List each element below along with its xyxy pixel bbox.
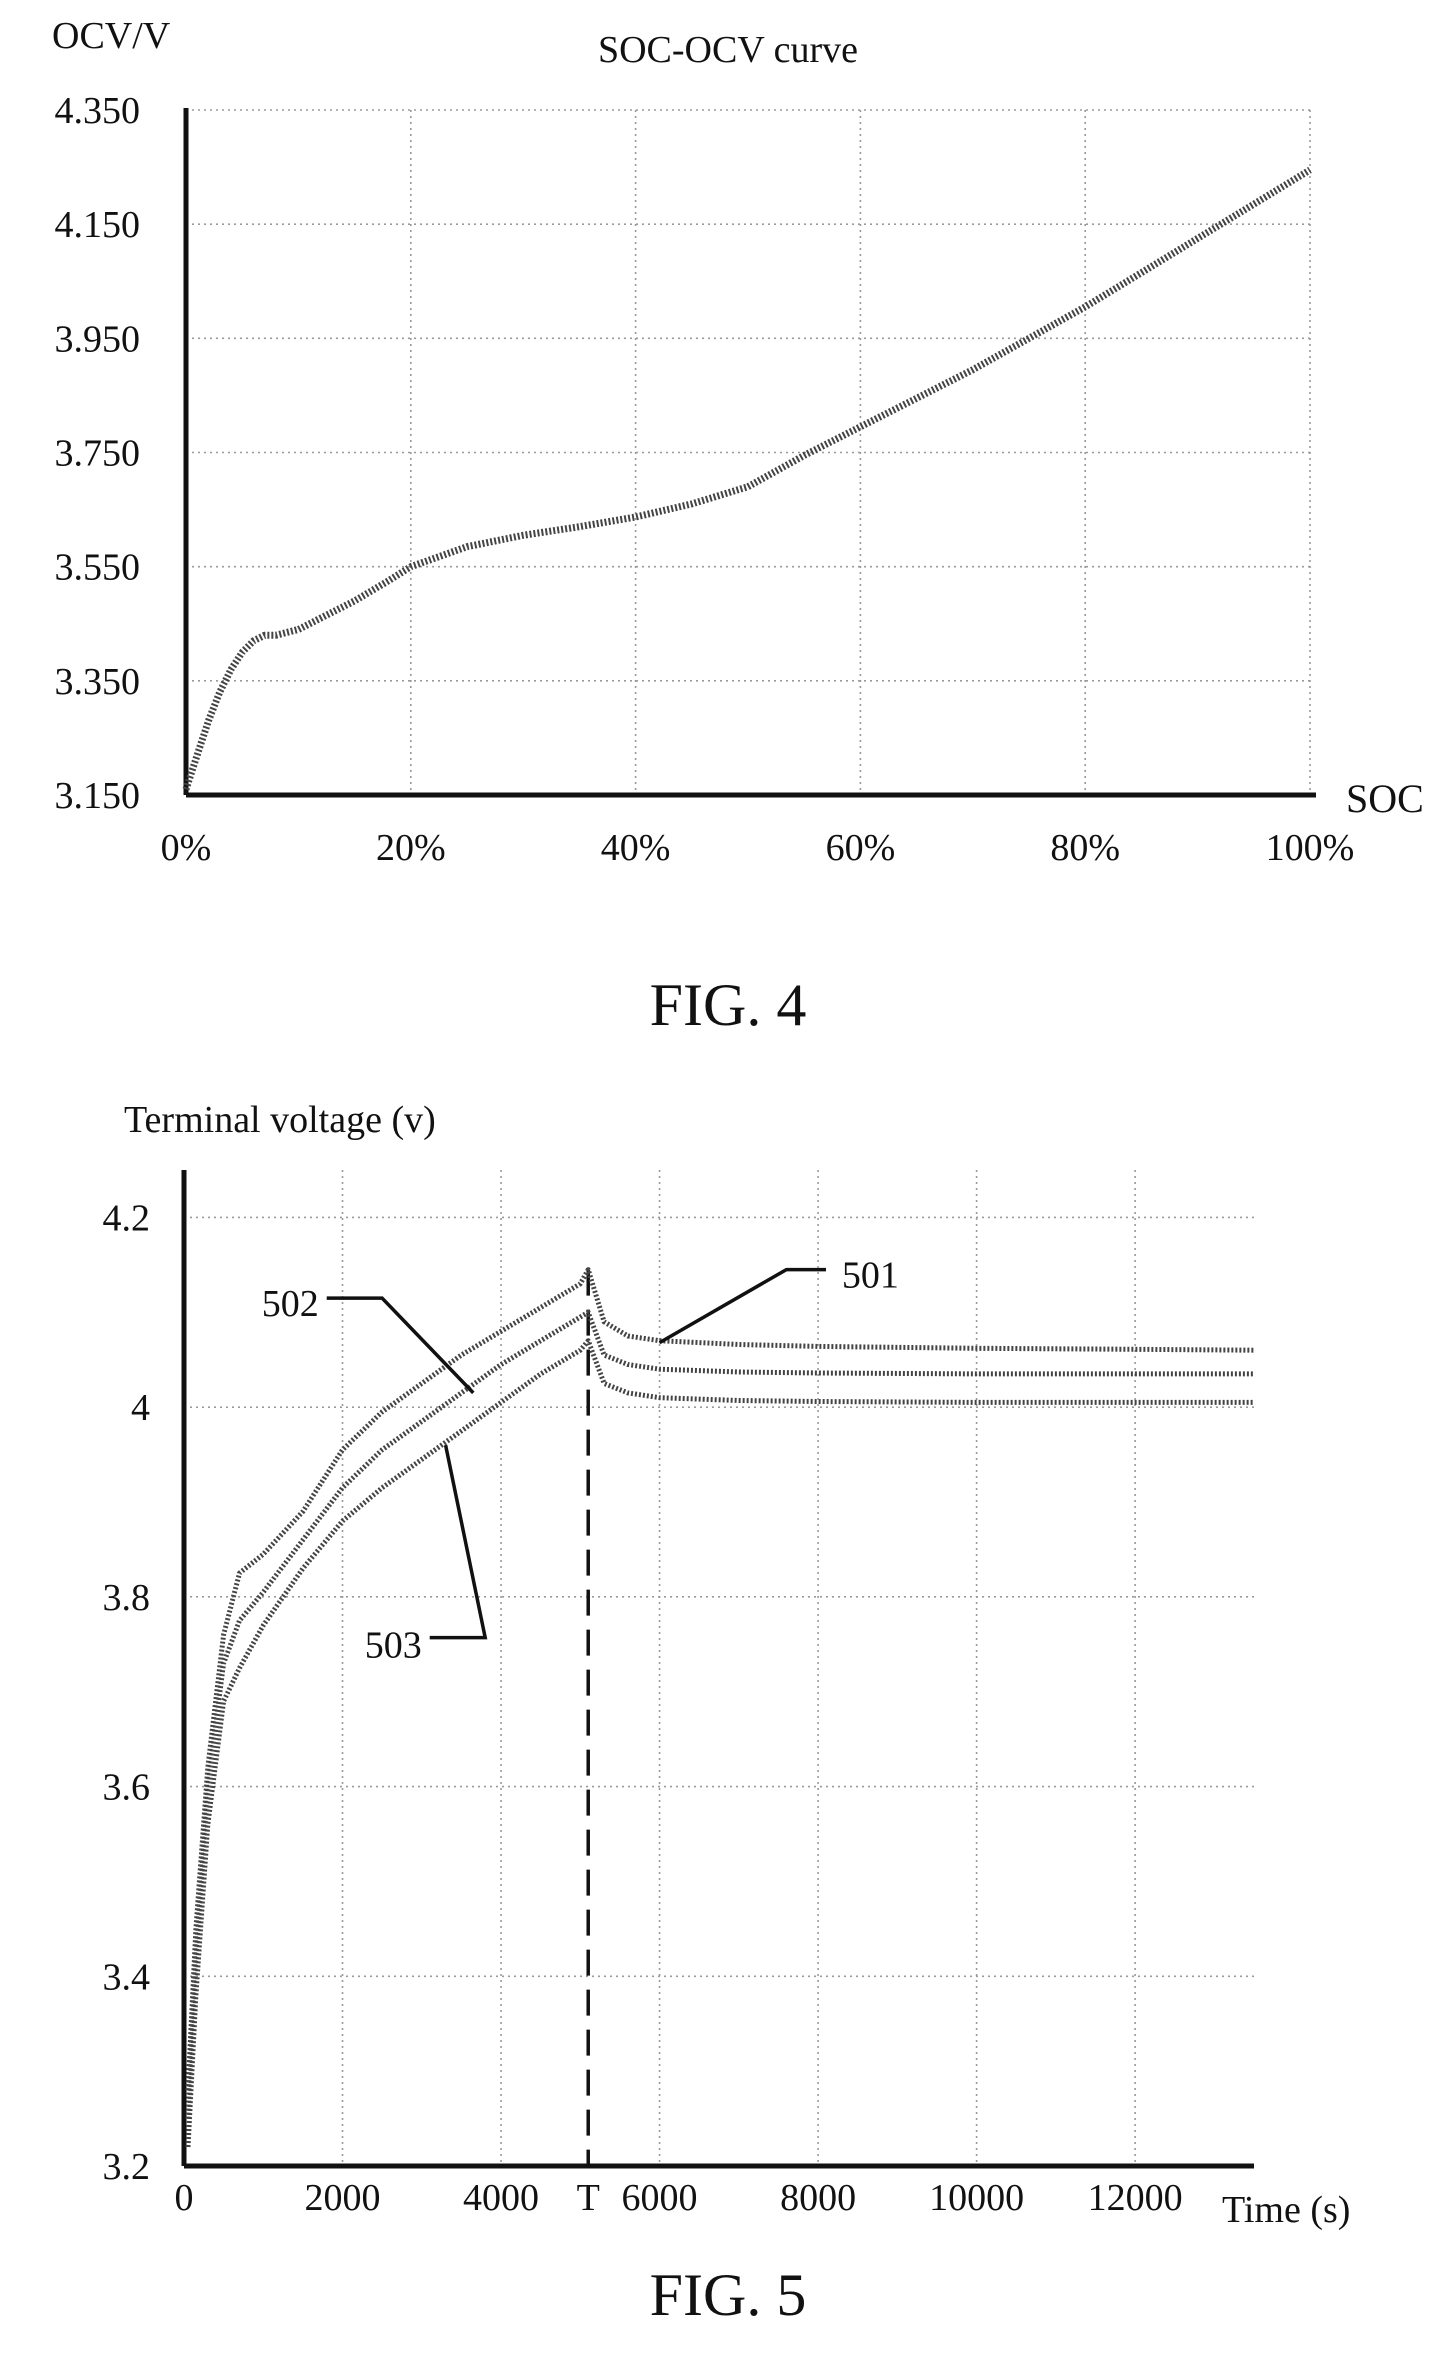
figure-label: FIG. 4 <box>650 972 807 1038</box>
figure-label: FIG. 5 <box>650 2262 807 2328</box>
grid <box>184 1170 1254 2166</box>
x-tick-label: 8000 <box>780 2177 856 2219</box>
y-tick-label: 4.150 <box>55 204 141 246</box>
series-group <box>185 1267 1255 2148</box>
ocv-curve <box>182 166 1312 791</box>
chart-title: SOC-OCV curve <box>598 29 858 71</box>
y-tick-label: 4 <box>131 1387 150 1429</box>
series-501-leader <box>658 1267 826 1345</box>
x-tick-label: 2000 <box>305 2177 381 2219</box>
series-501-line <box>185 1267 1255 2091</box>
y-tick-label: 3.150 <box>55 775 141 817</box>
series-503-leader <box>429 1444 488 1640</box>
y-axis-label: Terminal voltage (v) <box>124 1099 436 1141</box>
x-tick-label: 4000 <box>463 2177 539 2219</box>
x-axis-label: Time (s) <box>1222 2189 1350 2231</box>
x-axis-label: SOC <box>1346 776 1424 821</box>
x-tick-label: 0 <box>175 2177 194 2219</box>
y-tick-label: 4.350 <box>55 90 141 132</box>
x-tick-label: 100% <box>1266 827 1355 869</box>
series-502-line <box>185 1309 1254 2119</box>
y-tick-label: 3.4 <box>103 1956 151 1998</box>
x-tick-label: 60% <box>826 827 896 869</box>
x-tick-labels: 0% 20% 40% 60% 80% 100% <box>161 827 1355 869</box>
x-tick-label: 12000 <box>1088 2177 1183 2219</box>
x-tick-label: 40% <box>601 827 671 869</box>
x-tick-label: 0% <box>161 827 212 869</box>
terminal-voltage-chart: Terminal voltage (v) Time (s) 4.2 4 3.8 3.6… <box>103 1099 1351 2328</box>
series-502-leader <box>326 1296 475 1395</box>
series-503-line <box>185 1338 1254 2148</box>
x-tick-label: 6000 <box>622 2177 698 2219</box>
y-tick-label: 3.950 <box>55 318 141 360</box>
y-axis-label: OCV/V <box>52 15 171 57</box>
series-labels: 501 502 503 <box>262 1254 899 1666</box>
y-tick-label: 4.2 <box>103 1197 151 1239</box>
series-group <box>182 166 1312 791</box>
x-tick-label: 10000 <box>929 2177 1024 2219</box>
y-tick-label: 3.2 <box>103 2146 151 2188</box>
y-tick-label: 3.350 <box>55 661 141 703</box>
series-501-label: 501 <box>842 1254 899 1296</box>
x-tick-label: 80% <box>1050 827 1120 869</box>
x-tick-label: T <box>577 2177 600 2219</box>
y-tick-label: 3.750 <box>55 433 141 475</box>
series-502-label: 502 <box>262 1283 319 1325</box>
y-tick-labels: 4.2 4 3.8 3.6 3.4 3.2 <box>103 1197 151 2188</box>
y-tick-label: 3.8 <box>103 1577 151 1619</box>
y-tick-labels: 4.350 4.150 3.950 3.750 3.550 3.350 3.150 <box>55 90 141 817</box>
y-tick-label: 3.550 <box>55 547 141 589</box>
x-tick-labels: 0 2000 4000 T 6000 8000 10000 12000 <box>175 2177 1183 2219</box>
grid <box>186 109 1311 795</box>
x-tick-label: 20% <box>376 827 446 869</box>
soc-ocv-chart: SOC-OCV curve OCV/V SOC 4.350 4.150 3.950 3… <box>52 15 1424 1038</box>
series-503-label: 503 <box>365 1624 422 1666</box>
y-tick-label: 3.6 <box>103 1767 151 1809</box>
